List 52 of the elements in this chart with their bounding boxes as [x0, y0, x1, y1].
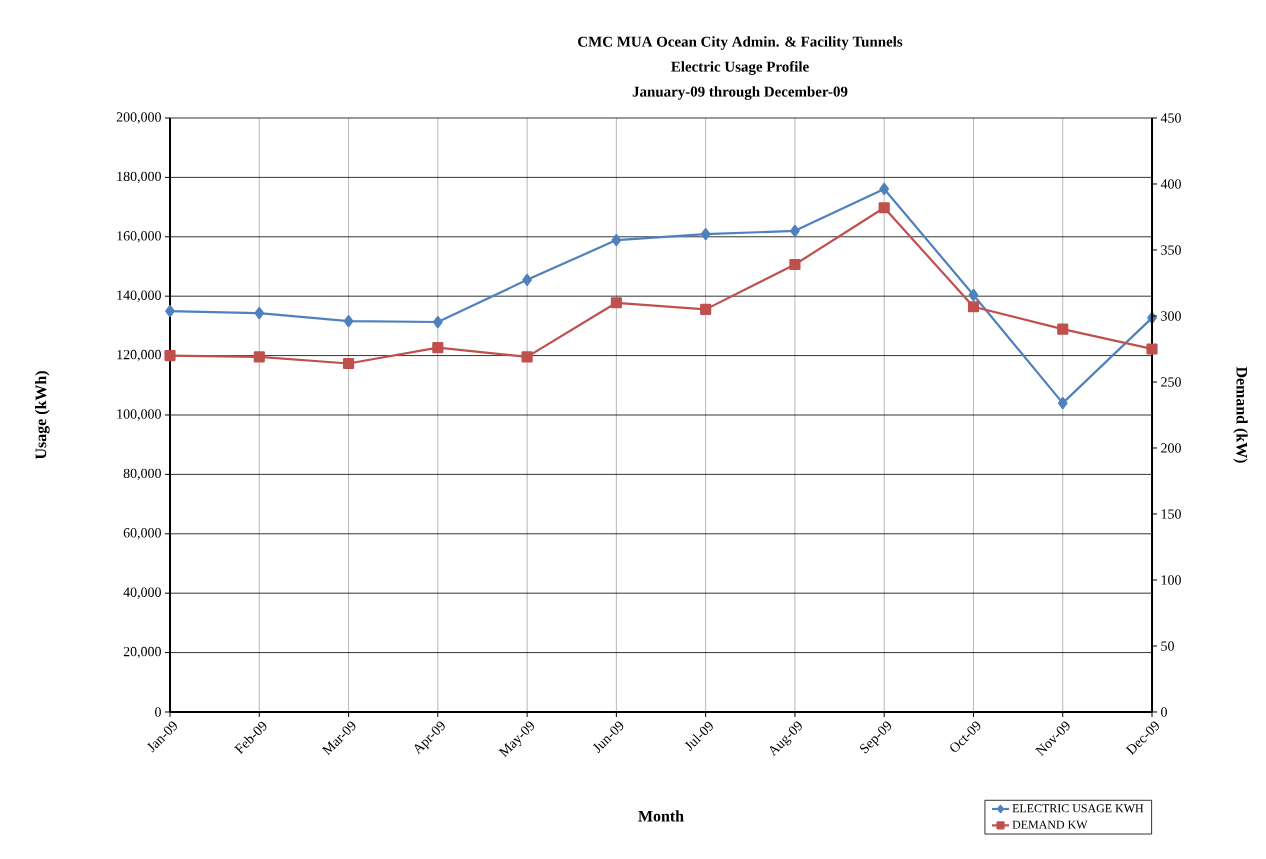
y2-axis-title: Demand (kW): [1233, 366, 1248, 463]
legend-label: ELECTRIC USAGE KWH: [1012, 804, 1144, 813]
point: [611, 233, 622, 247]
point: [790, 224, 800, 237]
point: [700, 228, 711, 241]
y-tick-label: 100,000: [117, 409, 161, 421]
point: [1057, 323, 1069, 335]
point: [789, 258, 801, 271]
y-tick-label: 0: [155, 707, 161, 717]
point: [165, 304, 175, 318]
point: [432, 315, 443, 329]
y2-tick-label: 150: [1161, 509, 1181, 519]
y-axis-title: Usage (kWh): [35, 371, 50, 460]
point: [1057, 397, 1068, 410]
y2-tick-label: 350: [1161, 245, 1181, 255]
y2-tick-label: 450: [1160, 113, 1181, 123]
y2-tick-label: 200: [1161, 443, 1181, 453]
point: [968, 288, 979, 302]
y-tick-label: 120,000: [117, 349, 161, 362]
point: [432, 342, 444, 354]
point: [879, 182, 890, 196]
y-tick-label: 180,000: [117, 171, 161, 184]
chart-subtitle: Electric Usage Profile: [671, 61, 809, 75]
y-tick-label: 20,000: [123, 646, 161, 659]
legend-label: DEMAND KW: [1012, 820, 1088, 829]
y-tick-label: 60,000: [123, 528, 161, 540]
point: [521, 351, 533, 363]
y2-tick-label: 300: [1161, 311, 1181, 321]
point: [164, 350, 176, 362]
y-tick-label: 80,000: [123, 468, 161, 481]
y2-tick-label: 100: [1161, 575, 1181, 585]
y-tick-label: 40,000: [123, 587, 161, 599]
y-tick-label: 200,000: [116, 112, 161, 124]
point: [878, 202, 890, 214]
point: [254, 307, 265, 320]
y2-tick-label: 0: [1161, 707, 1167, 717]
point: [967, 301, 980, 313]
y2-tick-label: 400: [1160, 179, 1181, 189]
point: [522, 273, 532, 286]
y2-tick-label: 50: [1161, 641, 1174, 651]
y-tick-label: 140,000: [117, 290, 161, 302]
point: [342, 357, 355, 370]
chart-title: CMC MUA Ocean City Admin. & Facility Tunnels: [578, 36, 903, 50]
y2-tick-label: 250: [1161, 377, 1181, 387]
point: [610, 297, 622, 309]
x-axis-title: Month: [638, 810, 684, 822]
point: [700, 303, 712, 315]
point: [343, 315, 354, 328]
point: [253, 351, 265, 363]
point: [1146, 343, 1158, 355]
y-tick-label: 160,000: [117, 231, 161, 243]
text: January-09 through December-09: [632, 86, 848, 100]
